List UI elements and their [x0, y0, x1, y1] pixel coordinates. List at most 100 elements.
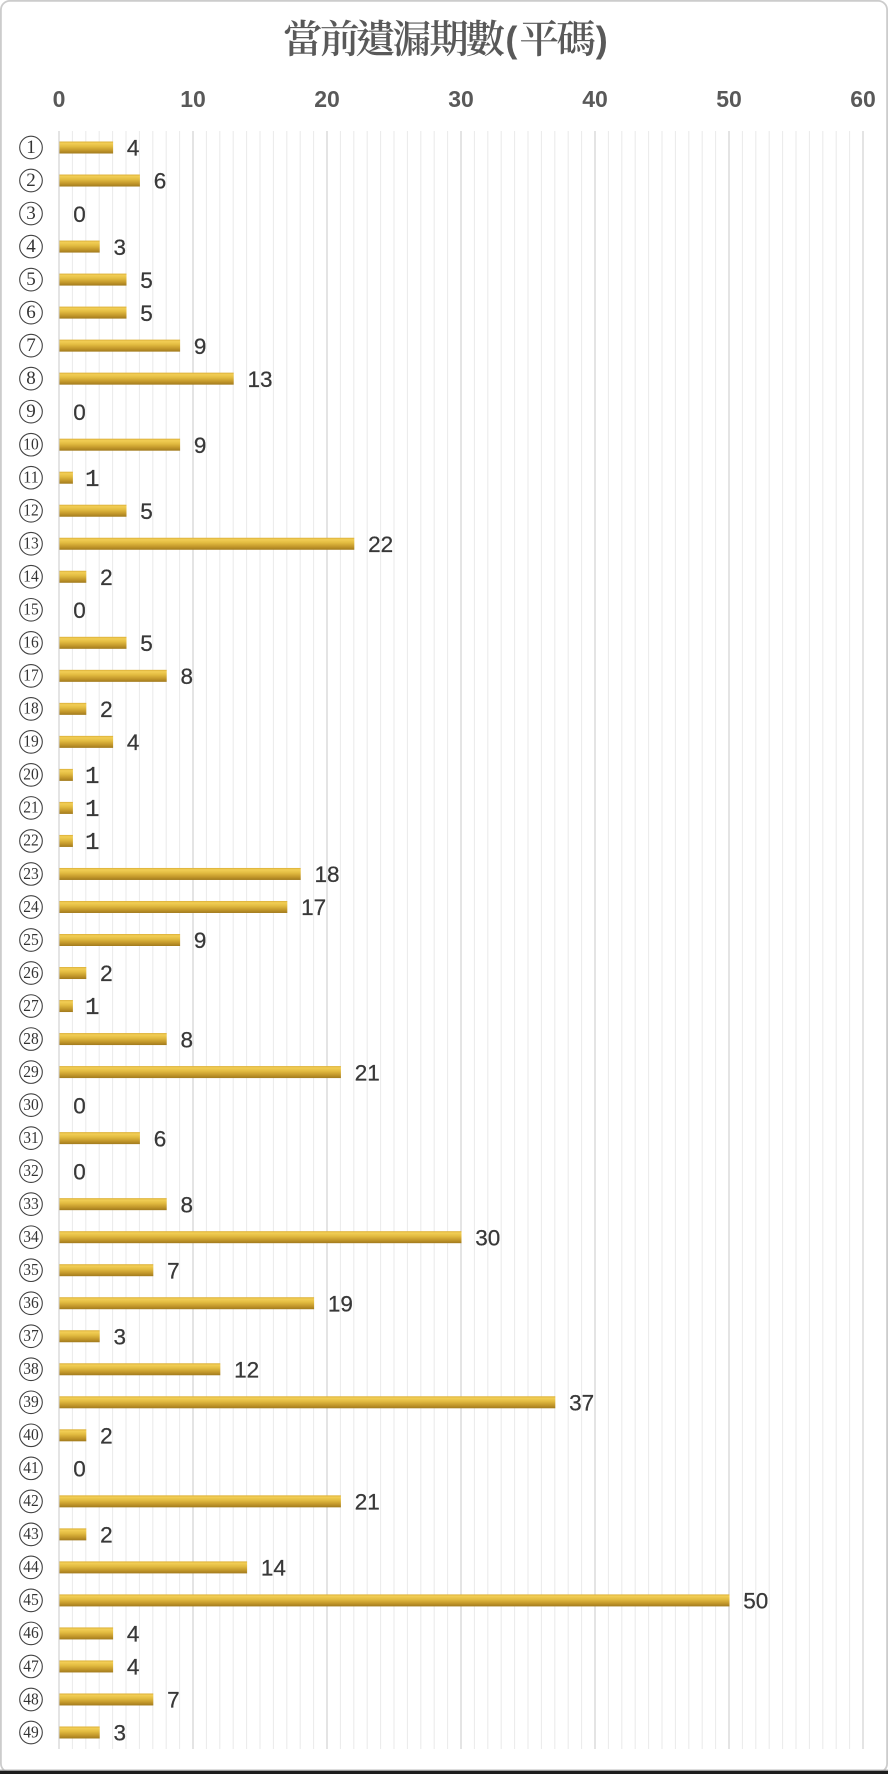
svg-text:5: 5: [140, 499, 153, 524]
svg-text:1: 1: [26, 137, 36, 158]
svg-text:): ): [596, 19, 608, 60]
svg-text:10: 10: [23, 434, 39, 453]
svg-text:22: 22: [368, 532, 393, 557]
svg-text:10: 10: [180, 86, 206, 112]
svg-text:37: 37: [569, 1390, 594, 1415]
svg-text:38: 38: [23, 1359, 39, 1378]
svg-text:8: 8: [181, 1027, 194, 1052]
svg-text:5: 5: [26, 269, 36, 290]
svg-text:14: 14: [23, 567, 39, 586]
svg-text:26: 26: [23, 963, 39, 982]
svg-text:3: 3: [26, 203, 36, 224]
svg-text:1: 1: [85, 764, 99, 791]
svg-text:20: 20: [23, 765, 39, 784]
svg-text:19: 19: [23, 732, 39, 751]
svg-text:28: 28: [23, 1029, 39, 1048]
svg-text:39: 39: [23, 1392, 39, 1411]
svg-text:24: 24: [23, 897, 39, 916]
svg-text:13: 13: [248, 367, 273, 392]
svg-text:23: 23: [23, 864, 39, 883]
svg-text:8: 8: [181, 1192, 194, 1217]
svg-text:2: 2: [100, 565, 113, 590]
svg-text:12: 12: [23, 501, 39, 520]
svg-text:50: 50: [716, 86, 742, 112]
svg-text:18: 18: [315, 862, 340, 887]
svg-text:1: 1: [85, 467, 99, 494]
svg-text:5: 5: [140, 631, 153, 656]
svg-text:1: 1: [85, 830, 99, 857]
svg-text:21: 21: [23, 798, 39, 817]
svg-text:0: 0: [73, 202, 86, 227]
svg-text:6: 6: [154, 1126, 167, 1151]
svg-text:0: 0: [73, 598, 86, 623]
svg-text:0: 0: [73, 1159, 86, 1184]
svg-text:9: 9: [194, 433, 207, 458]
svg-text:4: 4: [26, 236, 36, 257]
svg-text:14: 14: [261, 1556, 286, 1581]
svg-text:30: 30: [23, 1095, 39, 1114]
svg-text:36: 36: [23, 1293, 39, 1312]
svg-text:12: 12: [234, 1357, 259, 1382]
svg-text:2: 2: [100, 697, 113, 722]
svg-text:43: 43: [23, 1524, 39, 1543]
svg-text:60: 60: [850, 86, 876, 112]
svg-text:35: 35: [23, 1260, 39, 1279]
svg-text:0: 0: [73, 400, 86, 425]
svg-text:17: 17: [23, 666, 39, 685]
svg-text:30: 30: [475, 1225, 500, 1250]
svg-text:8: 8: [26, 368, 36, 389]
svg-text:21: 21: [355, 1060, 380, 1085]
svg-text:40: 40: [23, 1425, 39, 1444]
svg-text:41: 41: [23, 1458, 39, 1477]
svg-text:9: 9: [194, 928, 207, 953]
svg-text:33: 33: [23, 1194, 39, 1213]
svg-text:50: 50: [743, 1589, 768, 1614]
svg-text:21: 21: [355, 1490, 380, 1515]
svg-text:49: 49: [23, 1722, 39, 1741]
svg-text:44: 44: [23, 1557, 39, 1576]
svg-text:30: 30: [448, 86, 474, 112]
svg-text:1: 1: [85, 995, 99, 1022]
svg-text:32: 32: [23, 1161, 39, 1180]
svg-text:0: 0: [53, 86, 66, 112]
svg-text:47: 47: [23, 1656, 39, 1675]
svg-text:15: 15: [23, 600, 39, 619]
svg-text:7: 7: [26, 335, 36, 356]
svg-text:29: 29: [23, 1062, 39, 1081]
svg-text:17: 17: [301, 895, 326, 920]
svg-text:19: 19: [328, 1291, 353, 1316]
svg-text:31: 31: [23, 1128, 39, 1147]
svg-text:7: 7: [167, 1258, 180, 1283]
svg-text:20: 20: [314, 86, 340, 112]
svg-text:18: 18: [23, 699, 39, 718]
svg-text:5: 5: [140, 301, 153, 326]
svg-text:9: 9: [194, 334, 207, 359]
svg-text:11: 11: [23, 468, 39, 487]
svg-text:2: 2: [26, 170, 36, 191]
svg-text:0: 0: [73, 1457, 86, 1482]
svg-text:3: 3: [114, 1721, 127, 1746]
svg-text:9: 9: [26, 401, 36, 422]
svg-text:45: 45: [23, 1590, 39, 1609]
svg-text:6: 6: [154, 169, 167, 194]
svg-text:16: 16: [23, 633, 39, 652]
svg-text:46: 46: [23, 1623, 39, 1642]
svg-text:2: 2: [100, 961, 113, 986]
svg-text:2: 2: [100, 1424, 113, 1449]
svg-text:3: 3: [114, 1324, 127, 1349]
svg-text:13: 13: [23, 534, 39, 553]
svg-text:40: 40: [582, 86, 608, 112]
svg-text:6: 6: [26, 302, 36, 323]
svg-text:27: 27: [23, 996, 39, 1015]
svg-text:25: 25: [23, 930, 39, 949]
svg-text:5: 5: [140, 268, 153, 293]
svg-text:4: 4: [127, 136, 140, 161]
svg-text:37: 37: [23, 1326, 39, 1345]
svg-text:34: 34: [23, 1227, 39, 1246]
svg-text:8: 8: [181, 664, 194, 689]
svg-text:4: 4: [127, 730, 140, 755]
svg-text:2: 2: [100, 1523, 113, 1548]
svg-text:1: 1: [85, 797, 99, 824]
svg-text:48: 48: [23, 1689, 39, 1708]
svg-text:22: 22: [23, 831, 39, 850]
